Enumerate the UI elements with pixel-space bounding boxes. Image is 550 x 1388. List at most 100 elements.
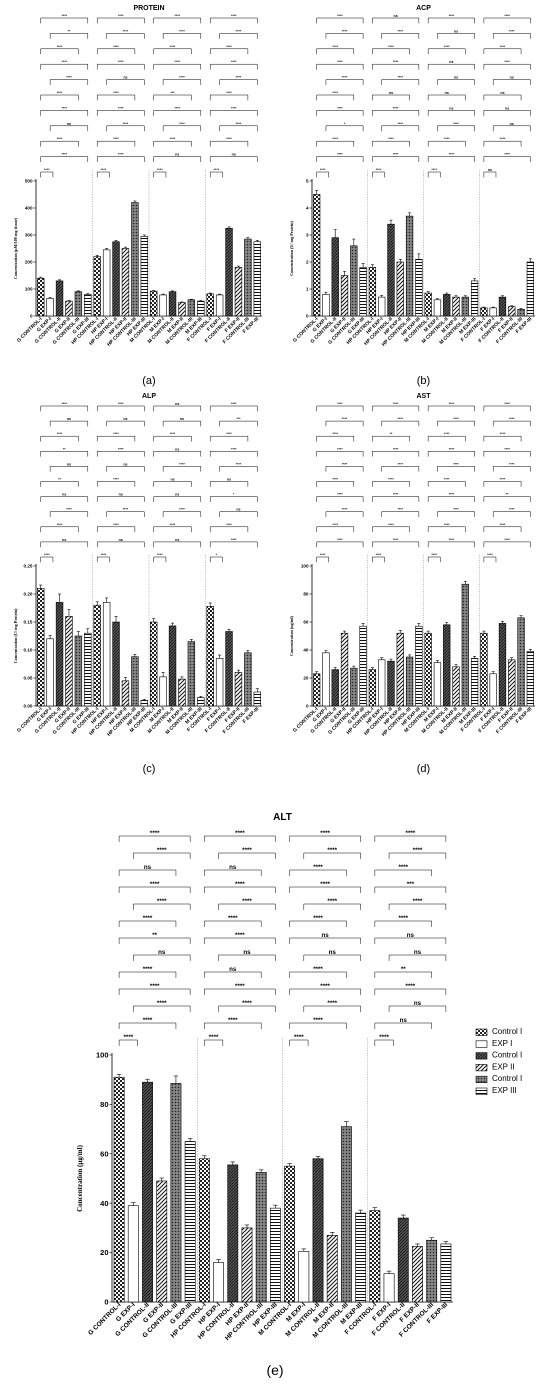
significance-bracket [40,526,79,533]
bar [526,261,534,317]
significance-bracket [374,971,432,978]
bar [322,294,330,317]
significance-bracket [96,481,136,487]
significance-label: **** [214,168,220,172]
significance-bracket [204,886,276,893]
significance-label: **** [235,932,245,939]
significance-bracket [106,511,145,517]
significance-bracket [218,852,276,859]
significance-label: ns [227,478,231,482]
bar [225,227,233,317]
significance-bracket [492,511,531,517]
significance-label: **** [150,881,160,888]
y-tick-label: 0.25 [24,564,33,569]
significance-label: **** [332,45,338,49]
significance-bracket [40,405,89,412]
chart-protein: PROTEIN 0 100 200 300 400 500 Concentration (µM… [13,5,262,387]
bar [178,302,186,317]
significance-label: **** [327,847,337,854]
bar [74,291,83,317]
significance-label: **** [231,106,237,110]
significance-bracket [40,556,54,563]
significance-label: ns [505,106,509,110]
bar [102,602,111,707]
significance-label: **** [444,137,450,141]
bar [65,300,73,317]
significance-bracket [219,79,258,85]
bar [369,1210,381,1303]
significance-label: **** [61,106,67,110]
significance-bracket [427,526,466,533]
significance-bracket [218,1005,276,1012]
significance-label: **** [449,153,455,157]
significance-bracket [219,466,258,472]
bar [340,632,349,707]
significance-label: **** [236,462,242,466]
bar [424,292,432,317]
significance-label: **** [388,523,394,527]
significance-bracket [437,33,475,39]
y-axis-label: Concentration (µg/ml) [76,1144,84,1211]
significance-bracket [204,1039,224,1046]
significance-bracket [372,48,410,55]
significance-bracket [106,33,145,39]
significance-label: **** [500,523,506,527]
bar [168,291,177,317]
significance-bracket [162,511,202,517]
bar [74,635,83,707]
significance-label: **** [332,91,338,95]
bar [340,275,349,317]
bar [244,238,252,317]
significance-bracket [388,903,447,910]
significance-label: **** [113,478,119,482]
significance-bracket [204,1022,262,1029]
bar [187,641,196,707]
significance-bracket [289,1022,347,1029]
legend-swatch [475,1040,488,1048]
significance-label: **** [61,14,67,18]
significance-bracket [40,17,89,24]
bar [215,294,224,317]
significance-label: **** [174,60,180,64]
significance-bracket [325,33,364,39]
significance-label: **** [376,553,382,557]
significance-label: **** [157,847,167,854]
significance-label: **** [157,553,163,557]
significance-label: ns [500,91,504,95]
significance-label: ns [454,29,458,33]
significance-bracket [325,79,364,85]
significance-label: ** [506,493,509,497]
significance-bracket [209,435,249,442]
significance-bracket [372,17,420,24]
legend-label: EXP III [492,1086,517,1095]
significance-bracket [316,435,355,442]
significance-label: **** [231,402,237,406]
panel-label: (b) [417,375,430,387]
significance-bracket [437,511,475,517]
significance-bracket [372,451,420,457]
significance-label: **** [342,508,348,512]
significance-bracket [372,63,420,70]
bar [197,300,205,317]
significance-label: ns [389,91,393,95]
significance-bracket [209,156,258,162]
bar [170,1083,182,1303]
significance-label: **** [444,45,450,49]
significance-bracket [118,971,177,978]
significance-label: **** [504,60,510,64]
y-tick-label: 0.10 [24,648,33,653]
significance-label: **** [61,60,67,64]
significance-bracket [374,1022,432,1029]
significance-bracket [427,63,475,70]
significance-bracket [372,110,420,116]
bar [368,267,377,317]
significance-bracket [483,556,497,563]
bar [313,194,321,317]
significance-bracket [492,33,531,39]
significance-label: ns [144,864,152,871]
significance-bracket [96,541,145,548]
significance-bracket [133,954,191,961]
y-tick-label: 80 [100,1100,108,1109]
